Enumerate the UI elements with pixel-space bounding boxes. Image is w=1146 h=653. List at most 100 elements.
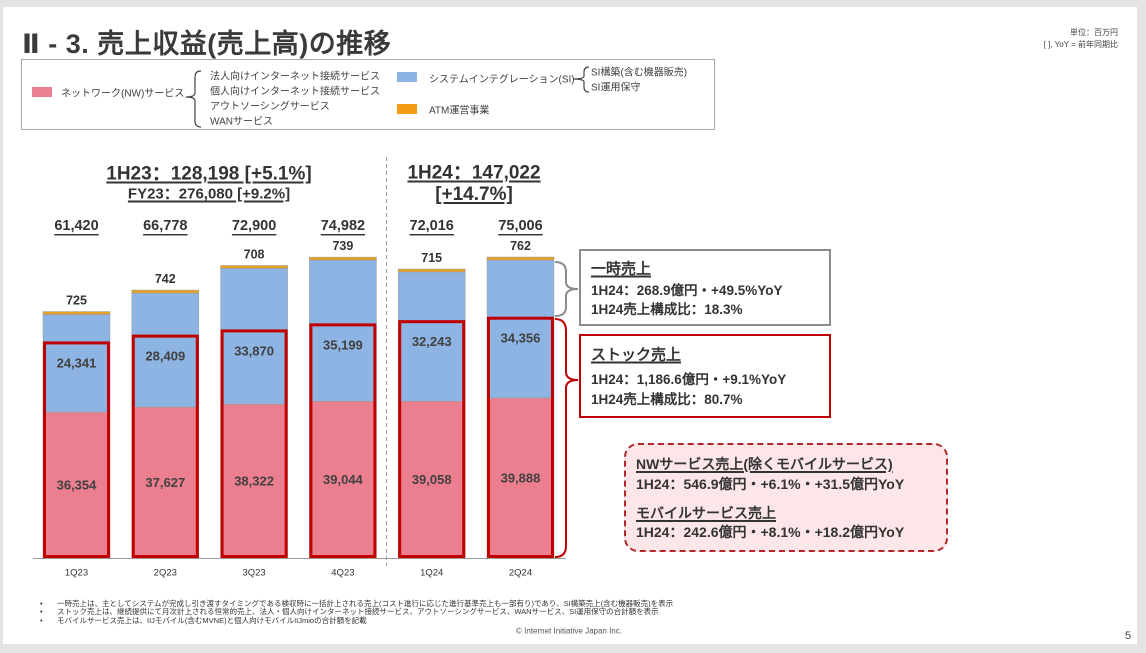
quarter-total-label: 66,778: [143, 218, 187, 234]
si-value-label: 32,243: [412, 334, 452, 349]
callout-ratio: 1H24売上構成比：80.7%: [591, 392, 743, 407]
legend-si-bracket: [572, 66, 590, 93]
legend-label-atm: ATM運営事業: [429, 105, 490, 117]
stock-sales-outline: [398, 320, 466, 558]
footnote-text: ストック売上は、継続提供にて月次計上される恒常的売上、法人・個人向けインターネッ…: [57, 607, 659, 617]
x-tick-label: 3Q23: [242, 568, 265, 579]
stock-sales-outline: [220, 329, 288, 558]
bar-segment-si: [42, 314, 111, 413]
quarter-total-label: 74,982: [321, 218, 365, 234]
bar-segment-atm: [309, 256, 377, 261]
legend-nw-item: アウトソーシングサービス: [210, 101, 330, 113]
bar-segment-nw: [131, 406, 200, 559]
footnote: • ストック売上は、継続提供にて月次計上される恒常的売上、法人・個人向けインターネ…: [40, 607, 673, 617]
footnote-text: モバイルサービス売上は、IIJモバイル(含むMVNE)と個人向けモバイルIIJm…: [57, 615, 367, 625]
period-header-1h24: 1H24：147,022: [407, 162, 541, 184]
bar-segment-nw: [42, 411, 111, 559]
bullet: •: [40, 599, 43, 608]
callout-ratio: 1H24売上構成比：18.3%: [591, 302, 743, 317]
si-value-label: 34,356: [501, 331, 541, 346]
nw-value-label: 39,044: [323, 472, 364, 487]
bullet: •: [40, 607, 43, 617]
bar-segment-atm: [131, 289, 200, 294]
bar-segment-si: [220, 268, 288, 405]
bar-segment-si: [397, 271, 466, 402]
period-header-1h23: 1H23：128,198 [+5.1%]: [106, 163, 312, 185]
si-value-label: 24,341: [57, 355, 97, 370]
nw-value-label: 37,627: [145, 475, 185, 490]
bar-segment-atm: [42, 311, 111, 315]
si-value-label: 28,409: [145, 349, 185, 364]
legend-swatch-nw: [32, 87, 52, 97]
footnote: • 一時売上は、主としてシステムが完成し引き渡すタイミングである検収時に一括計上さ…: [40, 599, 674, 608]
atm-value-label: 725: [66, 294, 87, 308]
legend-label-si: システムインテグレーション(SI): [429, 74, 575, 86]
atm-value-label: 715: [421, 251, 442, 265]
bar-segment-si: [309, 259, 377, 402]
legend-nw-bracket: [185, 70, 202, 128]
callout-value: 1H24：268.9億円・+49.5%YoY: [591, 283, 783, 298]
nw-value-label: 38,322: [234, 474, 274, 489]
atm-value-label: 739: [332, 239, 353, 253]
bar-segment-atm: [220, 265, 288, 269]
stock-sales-outline: [309, 323, 377, 558]
bar-segment-atm: [486, 256, 555, 261]
x-tick-label: 1Q24: [420, 568, 443, 579]
legend-si-item: SI構築(含む機器販売): [591, 67, 688, 79]
x-tick-label: 4Q23: [331, 568, 354, 579]
legend-nw-item: 個人向けインターネット接続サービス: [210, 86, 380, 98]
atm-value-label: 762: [510, 239, 531, 253]
bar-segment-atm: [397, 268, 466, 273]
legend-swatch-atm: [397, 104, 417, 114]
temporary-sales-brace: [554, 261, 579, 317]
stock-sales-outline: [43, 341, 110, 558]
atm-value-label: 742: [155, 272, 176, 286]
mobile-sales-value: 1H24：242.6億円・+8.1%・+18.2億円YoY: [636, 524, 905, 540]
nw-sales-value: 1H24：546.9億円・+6.1%・+31.5億円YoY: [636, 476, 905, 492]
temporary-sales-callout: 一時売上 1H24：268.9億円・+49.5%YoY 1H24売上構成比：18…: [579, 249, 831, 326]
nw-value-label: 39,888: [501, 470, 541, 485]
callout-title: ストック売上: [591, 346, 682, 364]
bar-segment-nw: [220, 403, 288, 559]
x-tick-label: 1Q23: [65, 568, 88, 579]
footnote-text: 一時売上は、主としてシステムが完成し引き渡すタイミングである検収時に一括計上され…: [57, 599, 674, 608]
period-header-1h24-yoy: [+14.7%]: [435, 184, 513, 205]
unit-note: 単位：百万円: [1070, 28, 1118, 37]
stock-sales-outline: [487, 316, 554, 559]
callout-value: 1H24：1,186.6億円・+9.1%YoY: [591, 372, 787, 387]
bar-segment-nw: [309, 401, 377, 559]
bar-segment-si: [131, 292, 200, 408]
legend-swatch-si: [397, 72, 417, 82]
legend-si-item: SI運用保守: [591, 82, 641, 94]
si-value-label: 35,199: [323, 337, 363, 352]
nw-value-label: 36,354: [57, 478, 98, 493]
page-title: Ⅱ - 3. 売上収益(売上高)の推移: [22, 29, 392, 59]
nw-value-label: 39,058: [412, 472, 452, 487]
footnote: • モバイルサービス売上は、IIJモバイル(含むMVNE)と個人向けモバイルIIJ…: [40, 615, 673, 625]
legend-nw-item: 法人向けインターネット接続サービス: [210, 71, 380, 83]
bar-segment-nw: [486, 397, 555, 559]
copyright: © Internet Initiative Japan Inc.: [516, 626, 622, 636]
quarter-total-label: 72,900: [232, 218, 276, 234]
bar-segment-si: [486, 259, 555, 399]
legend-nw-item: WANサービス: [210, 116, 273, 128]
quarter-total-label: 61,420: [54, 218, 98, 234]
x-tick-label: 2Q23: [154, 568, 177, 579]
si-value-label: 33,870: [234, 343, 274, 358]
nw-sales-title: NWサービス売上(除くモバイルサービス): [636, 456, 893, 472]
mobile-sales-title: モバイルサービス売上: [636, 505, 776, 521]
quarter-total-label: 72,016: [410, 218, 454, 234]
bar-segment-nw: [397, 401, 466, 559]
stock-sales-brace: [554, 318, 579, 558]
legend-label-nw: ネットワーク(NW)サービス: [61, 88, 185, 100]
bullet: •: [40, 615, 43, 625]
stock-sales-outline: [131, 334, 199, 559]
stock-sales-callout: ストック売上 1H24：1,186.6億円・+9.1%YoY 1H24売上構成比…: [579, 334, 831, 418]
atm-value-label: 708: [244, 247, 265, 261]
page-number: 5: [1125, 630, 1132, 642]
footnotes: • 一時売上は、主としてシステムが完成し引き渡すタイミングである検収時に一括計上さ…: [40, 599, 674, 625]
x-tick-label: 2Q24: [509, 568, 532, 579]
nw-mobile-callout: NWサービス売上(除くモバイルサービス) 1H24：546.9億円・+6.1%・…: [624, 443, 948, 552]
bracket-note: [ ], YoY = 前年同期比: [1043, 40, 1118, 49]
